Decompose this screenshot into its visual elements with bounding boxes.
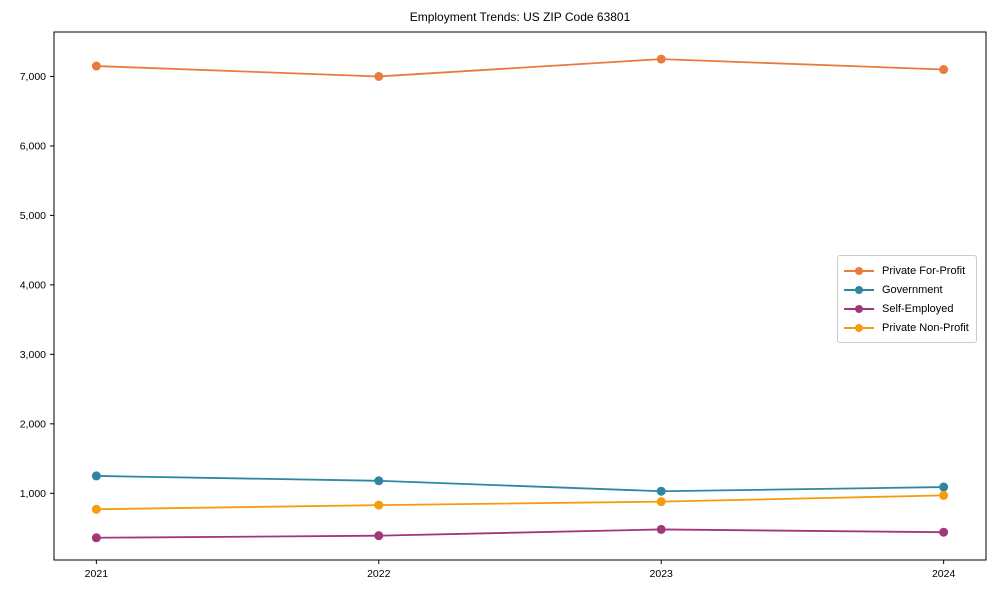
series-line [95,528,945,539]
y-tick-label: 3,000 [20,349,46,361]
series-marker [91,471,101,481]
series-marker [656,54,666,64]
series-marker [374,500,384,510]
legend-dot-icon [855,285,863,294]
y-tick-label: 5,000 [20,210,46,222]
series-marker [374,531,384,541]
series-marker [939,490,949,500]
series-marker [656,524,666,534]
legend-label: Government [882,283,943,296]
legend-marker-icon [844,323,874,333]
series-line [95,475,945,493]
y-tick-label: 6,000 [20,140,46,152]
y-tick-label: 1,000 [20,488,46,500]
legend-dot-icon [855,266,863,275]
series-marker [939,527,949,537]
series-marker [91,533,101,543]
x-tick-label: 2024 [932,568,956,580]
legend-item: Private Non-Profit [844,318,969,337]
series-marker [91,61,101,71]
series-marker [939,65,949,75]
legend-dot-icon [855,304,863,313]
legend-label: Private For-Profit [882,264,966,277]
series-marker [656,486,666,496]
legend-dot-icon [855,323,863,332]
legend-item: Government [844,280,968,299]
legend-item: Self-Employed [844,299,968,318]
legend-label: Self-Employed [882,302,954,315]
legend-marker-icon [844,285,874,295]
axes-frame [53,31,987,561]
y-tick-label: 4,000 [20,279,46,291]
y-tick-label: 7,000 [20,71,46,83]
series-marker [656,497,666,507]
legend-item: Private For-Profit [844,261,968,280]
series-marker [374,71,384,81]
legend-marker-icon [844,304,874,314]
x-tick-label: 2021 [85,568,109,580]
series-marker [939,482,949,492]
legend-marker-icon [844,266,874,276]
x-tick-label: 2023 [650,568,674,580]
legend: Private For-Profit Government Self-Emplo… [837,255,977,343]
series-marker [91,504,101,514]
x-tick-label: 2022 [367,568,391,580]
legend-label: Private Non-Profit [882,321,969,334]
y-tick-label: 2,000 [20,418,46,430]
series-line [95,494,945,511]
series-line [95,58,945,78]
chart-title: Employment Trends: US ZIP Code 63801 [409,10,631,24]
series-marker [374,476,384,486]
